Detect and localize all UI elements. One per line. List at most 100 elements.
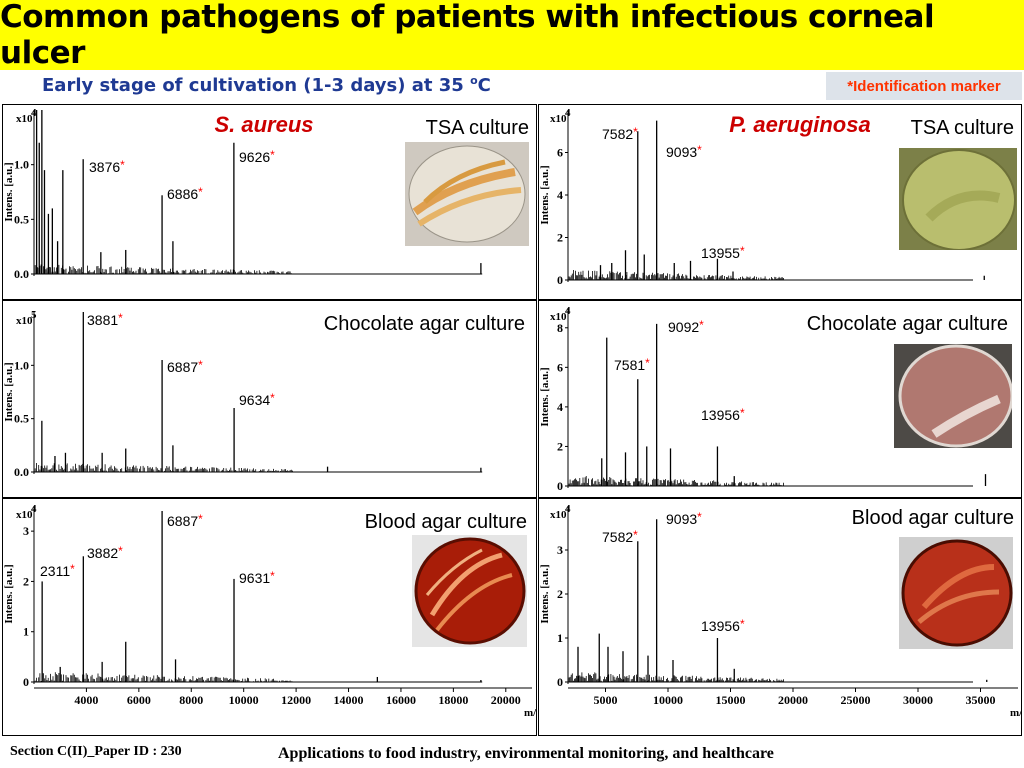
- peak-label: 9092*: [668, 318, 704, 335]
- y-tick-label: 4: [557, 400, 563, 414]
- y-axis-exponent: x10: [550, 113, 567, 125]
- y-axis-exponent-power: 4: [565, 305, 571, 317]
- identification-star: *: [270, 569, 275, 583]
- panel-frame: [2, 104, 537, 300]
- y-tick-label: 2: [557, 231, 563, 245]
- identification-star: *: [697, 143, 702, 157]
- y-axis-exponent: x10: [16, 509, 33, 521]
- y-tick-label: 0: [557, 479, 563, 493]
- panel-frame: [2, 300, 537, 498]
- x-tick-label: 4000: [74, 693, 98, 707]
- y-tick-label: 2: [23, 574, 29, 588]
- identification-star: *: [270, 148, 275, 162]
- x-tick-label: 25000: [841, 693, 871, 707]
- y-axis-exponent-power: 4: [31, 107, 37, 119]
- baseline-noise: [568, 270, 784, 280]
- spectrum-panel-s-aureus-blood: Intens. [a.u.] x10 4 0 1 2 3 2311* 3882* 6887* 963…: [2, 498, 541, 736]
- culture-label: Chocolate agar culture: [807, 313, 1008, 335]
- subtitle-degree: o: [470, 74, 478, 87]
- y-axis-label: Intens. [a.u.]: [539, 165, 551, 224]
- y-tick-label: 0.0: [14, 465, 29, 479]
- identification-star: *: [270, 391, 275, 405]
- baseline-noise: [34, 264, 293, 274]
- peak-label: 6886*: [167, 185, 203, 202]
- peak-label: 13955*: [701, 244, 745, 261]
- identification-star: *: [198, 185, 203, 199]
- y-axis-label: Intens. [a.u.]: [539, 564, 551, 623]
- tsa-culture-photo-s-aureus: [405, 142, 529, 246]
- y-tick-label: 1.0: [14, 158, 29, 172]
- x-tick-label: 5000: [594, 693, 618, 707]
- y-axis-label: Intens. [a.u.]: [539, 367, 551, 426]
- peak-label: 9093*: [666, 143, 702, 160]
- identification-star: *: [645, 356, 650, 370]
- panel-frame: [538, 300, 1022, 498]
- y-tick-label: 0.5: [14, 412, 29, 426]
- spectrum-panel-p-aeruginosa-chocolate: Intens. [a.u.] x10 4 0 2 4 6 8 7581* 9092* 13956* C…: [538, 300, 1022, 498]
- identification-star: *: [740, 406, 745, 420]
- identification-star: *: [118, 311, 123, 325]
- peak-label: 7582*: [602, 528, 638, 545]
- y-tick-label: 0: [23, 675, 29, 689]
- species-name: P. aeruginosa: [729, 112, 870, 137]
- x-tick-label: 10000: [653, 693, 683, 707]
- spectrum-panel-p-aeruginosa-tsa: Intens. [a.u.] x10 4 0 2 4 6 7582* 9093* 13955* P.…: [538, 104, 1022, 300]
- y-tick-label: 8: [557, 321, 563, 335]
- x-tick-label: 6000: [127, 693, 151, 707]
- peak-label: 3876*: [89, 158, 125, 175]
- panel-frame: [2, 498, 537, 736]
- y-tick-label: 3: [23, 524, 29, 538]
- peak-label: 6887*: [167, 512, 203, 529]
- culture-label: Blood agar culture: [852, 507, 1014, 529]
- identification-marker-note: *Identification marker: [826, 72, 1022, 100]
- x-tick-label: 30000: [903, 693, 933, 707]
- baseline-noise: [34, 463, 293, 472]
- subtitle-text: Early stage of cultivation (1-3 days) at…: [42, 75, 471, 96]
- x-tick-label: 20000: [491, 693, 521, 707]
- culture-label: Chocolate agar culture: [324, 313, 525, 335]
- peak-label: 9631*: [239, 569, 275, 586]
- footer-section-id: Section C(II)_Paper ID : 230: [10, 744, 182, 759]
- y-tick-label: 0.0: [14, 267, 29, 281]
- x-tick-label: 16000: [386, 693, 416, 707]
- y-tick-label: 3: [557, 543, 563, 557]
- chocolate-agar-photo-p-aeruginosa: [894, 344, 1012, 448]
- subtitle: Early stage of cultivation (1-3 days) at…: [42, 74, 491, 96]
- peak-label: 2311*: [40, 562, 75, 579]
- identification-star: *: [697, 510, 702, 524]
- title-bar: Common pathogens of patients with infect…: [0, 0, 1024, 71]
- x-axis-label: m/z: [1010, 707, 1022, 719]
- y-axis-exponent-power: 5: [31, 309, 37, 321]
- spectrum-panel-s-aureus-chocolate: Intens. [a.u.] x10 5 0.0 0.5 1.0 3881* 6887* 963…: [2, 300, 537, 498]
- spectrum-chart-svg: Intens. [a.u.]x10402467582*9093*13955*P.…: [538, 104, 1022, 300]
- spectrum-panel-s-aureus-tsa: Intens. [a.u.] x10 4 0.0 0.5 1.0 3876* 6886* 962…: [2, 104, 537, 300]
- peak-label: 7582*: [602, 125, 638, 142]
- identification-star: *: [740, 617, 745, 631]
- y-tick-label: 0: [557, 273, 563, 287]
- x-tick-label: 35000: [966, 693, 996, 707]
- footer-caption: Applications to food industry, environme…: [278, 745, 774, 762]
- x-tick-label: 18000: [438, 693, 468, 707]
- y-axis-exponent: x10: [16, 315, 33, 327]
- y-axis-label: Intens. [a.u.]: [3, 362, 15, 421]
- y-tick-label: 6: [557, 360, 563, 374]
- spectrum-chart-svg: Intens. [a.u.]x104024687581*9092*13956*C…: [538, 300, 1022, 498]
- y-tick-label: 1.0: [14, 358, 29, 372]
- culture-label: Blood agar culture: [365, 511, 527, 533]
- identification-star: *: [70, 562, 75, 576]
- peak-label: 9093*: [666, 510, 702, 527]
- y-axis-exponent: x10: [550, 509, 567, 521]
- y-axis-exponent-power: 4: [565, 503, 571, 515]
- identification-star: *: [633, 125, 638, 139]
- y-axis-exponent-power: 4: [31, 503, 37, 515]
- identification-star: *: [740, 244, 745, 258]
- page-title: Common pathogens of patients with infect…: [0, 0, 935, 71]
- y-axis-exponent-power: 4: [565, 107, 571, 119]
- identification-star: *: [118, 544, 123, 558]
- subtitle-unit: C: [477, 75, 491, 96]
- peak-label: 3881*: [87, 311, 123, 328]
- baseline-noise: [34, 672, 293, 682]
- baseline-noise: [568, 672, 784, 682]
- panel-frame: [538, 498, 1022, 736]
